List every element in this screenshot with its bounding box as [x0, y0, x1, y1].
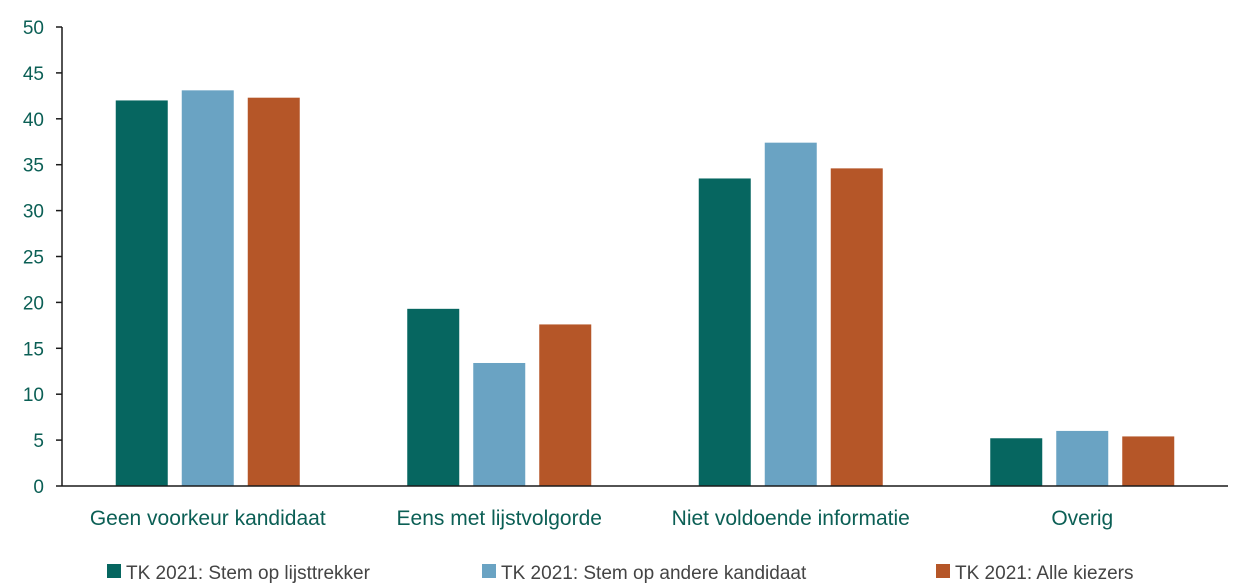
x-axis: Geen voorkeur kandidaat Eens met lijstvol…: [62, 485, 1228, 530]
bar-3-1: [247, 97, 300, 486]
legend-label: TK 2021: Stem op andere kandidaat: [501, 563, 807, 583]
x-category-label: Geen voorkeur kandidaat: [90, 507, 326, 530]
legend-swatch: [936, 564, 950, 578]
y-tick-label: 25: [23, 248, 44, 269]
x-category-label: Eens met lijstvolgorde: [397, 507, 602, 530]
y-tick-label: 10: [23, 385, 44, 406]
bar-3-3: [830, 168, 883, 486]
y-tick-label: 50: [23, 18, 44, 39]
y-tick-label: 0: [33, 477, 44, 498]
bar-1-4: [990, 438, 1043, 486]
y-tick-label: 45: [23, 64, 44, 85]
x-category-label: Overig: [1051, 507, 1113, 530]
bar-2-2: [473, 362, 526, 486]
y-tick-label: 15: [23, 339, 44, 360]
bar-1-2: [407, 308, 460, 486]
bar-3-2: [539, 324, 592, 486]
y-tick-label: 30: [23, 202, 44, 223]
y-tick-label: 20: [23, 293, 44, 314]
x-category-label: Niet voldoende informatie: [672, 507, 910, 530]
legend-label: TK 2021: Alle kiezers: [955, 563, 1133, 583]
legend-label: TK 2021: Stem op lijsttrekker: [126, 563, 371, 583]
legend-swatch: [107, 564, 121, 578]
legend-swatch: [482, 564, 496, 578]
y-tick-label: 5: [33, 431, 44, 452]
y-tick-label: 35: [23, 156, 44, 177]
bar-1-1: [115, 100, 168, 486]
bar-2-1: [181, 90, 234, 486]
y-axis: 0 5 10 15 20 25 30 35 40 45 50: [23, 18, 63, 498]
bar-2-3: [764, 142, 817, 486]
bar-2-4: [1056, 430, 1109, 486]
y-tick-label: 40: [23, 110, 44, 131]
bars: [115, 90, 1175, 486]
bar-3-4: [1122, 436, 1175, 486]
legend: TK 2021: Stem op lijsttrekker TK 2021: St…: [107, 563, 1133, 583]
bar-1-3: [698, 178, 751, 486]
